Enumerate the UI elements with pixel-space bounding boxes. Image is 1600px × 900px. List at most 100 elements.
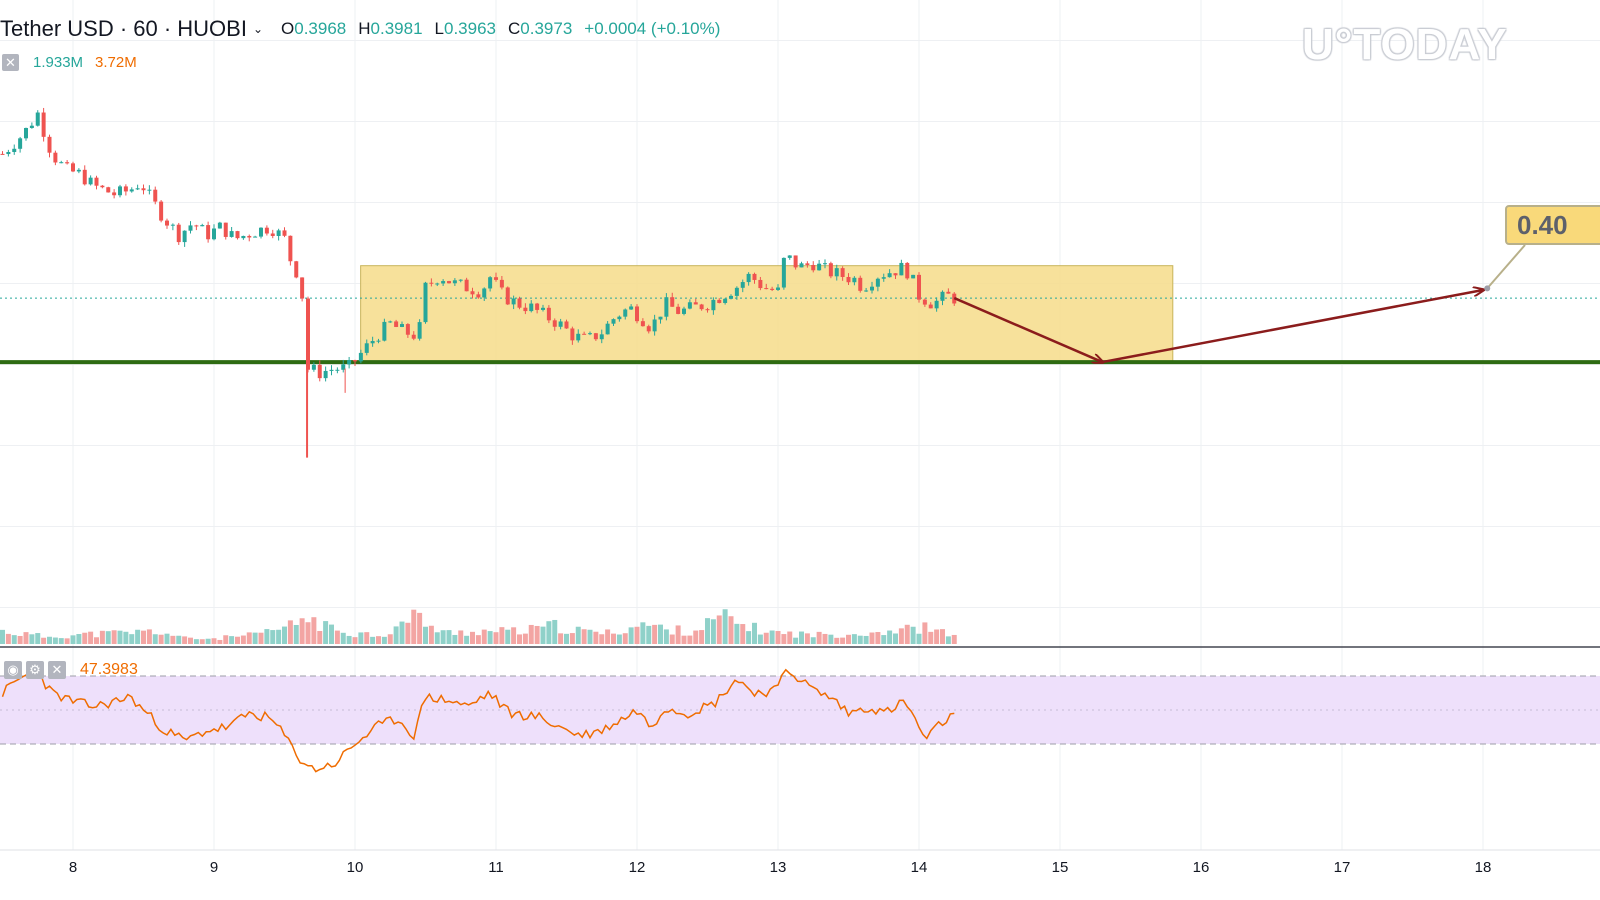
- candle-body: [247, 235, 252, 238]
- volume-bar: [99, 630, 105, 644]
- candle-body: [635, 306, 639, 322]
- candle-body: [170, 224, 175, 226]
- volume-bar: [188, 637, 193, 644]
- candle-body: [852, 277, 857, 283]
- volume-bar: [564, 633, 569, 644]
- utoday-watermark-logo: U°TODAY: [1302, 20, 1508, 69]
- volume-bar: [270, 630, 276, 644]
- candle-body: [593, 333, 598, 340]
- symbol-title[interactable]: Tether USD · 60 · HUOBI: [0, 16, 247, 41]
- candle-body: [206, 225, 211, 240]
- candle-body: [776, 287, 780, 290]
- volume-bar: [23, 632, 29, 644]
- candle-body: [358, 352, 363, 362]
- volume-bar: [628, 627, 634, 644]
- candle-body: [200, 225, 205, 227]
- volume-bar: [235, 636, 240, 644]
- volume-bar: [287, 620, 293, 644]
- candle-body: [59, 162, 64, 164]
- candle-body: [546, 307, 551, 321]
- volume-bars: [0, 609, 957, 644]
- candle-body: [300, 277, 305, 299]
- candle-body: [159, 201, 164, 221]
- candle-body: [294, 261, 299, 278]
- volume-bar: [951, 634, 957, 644]
- volume-bar: [675, 625, 681, 644]
- volume-bar: [299, 618, 305, 644]
- volume-bar: [834, 637, 840, 644]
- candle-body: [447, 281, 451, 284]
- eye-icon[interactable]: ◉: [4, 661, 22, 679]
- candle-body: [758, 279, 763, 289]
- volume-bar: [264, 629, 270, 644]
- volume-bar: [699, 630, 705, 644]
- gear-icon[interactable]: ⚙: [26, 661, 44, 679]
- candle-body: [411, 334, 416, 339]
- volume-bar: [887, 630, 893, 644]
- candle-body: [241, 235, 246, 239]
- candle-body: [441, 281, 446, 284]
- candle-body: [47, 136, 52, 153]
- candle-body: [147, 189, 152, 191]
- candlestick-series: [0, 107, 957, 458]
- candle-body: [135, 188, 140, 190]
- candle-body: [711, 299, 716, 311]
- x-tick-label-12: 12: [629, 859, 646, 876]
- candle-body: [364, 343, 369, 353]
- candle-body: [928, 304, 933, 309]
- volume-bar: [376, 636, 381, 644]
- volume-bar: [211, 638, 217, 644]
- volume-bar: [317, 630, 323, 644]
- volume-bar: [17, 635, 23, 644]
- volume-bar: [464, 635, 470, 644]
- volume-bar: [922, 622, 928, 644]
- candle-body: [153, 189, 158, 202]
- volume-bar: [493, 632, 499, 644]
- x-tick-label-15: 15: [1052, 859, 1069, 876]
- candle-body: [429, 282, 434, 284]
- candle-body: [846, 276, 851, 283]
- candle-body: [270, 233, 275, 236]
- volume-bar: [558, 633, 564, 644]
- volume-bar: [405, 622, 411, 644]
- candle-body: [329, 369, 334, 371]
- candle-body: [858, 277, 863, 291]
- volume-bar: [681, 635, 687, 644]
- volume-bar: [916, 633, 922, 644]
- volume-bar: [452, 634, 458, 644]
- volume-bar: [305, 622, 311, 644]
- close-icon[interactable]: ✕: [2, 54, 19, 71]
- candle-body: [376, 340, 381, 342]
- candle-body: [18, 138, 23, 149]
- candle-body: [182, 230, 187, 243]
- candle-body: [529, 303, 534, 312]
- candle-body: [787, 255, 792, 258]
- volume-bar: [757, 634, 763, 644]
- volume-bar: [752, 622, 757, 644]
- volume-bar: [141, 630, 146, 644]
- volume-bar: [229, 636, 235, 644]
- candle-body: [693, 302, 698, 305]
- candle-body: [0, 153, 5, 155]
- volume-bar: [746, 631, 752, 644]
- volume-bar: [658, 624, 663, 644]
- close-icon[interactable]: ✕: [48, 661, 66, 679]
- volume-bar: [875, 632, 881, 644]
- volume-bar: [599, 634, 605, 644]
- candle-body: [212, 228, 216, 240]
- chart-header: Tether USD · 60 · HUOBI ⌄ O0.3968 H0.398…: [0, 14, 720, 44]
- candle-body: [76, 169, 81, 172]
- candle-body: [582, 333, 587, 335]
- candle-body: [188, 225, 193, 231]
- x-tick-label-16: 16: [1193, 859, 1210, 876]
- candle-body: [864, 290, 869, 292]
- volume-bar: [611, 633, 616, 644]
- candle-body: [488, 277, 493, 289]
- candle-body: [470, 291, 475, 295]
- candle-body: [729, 295, 733, 299]
- volume-bar: [52, 637, 58, 644]
- projection-arrows: [953, 244, 1526, 362]
- chevron-down-icon[interactable]: ⌄: [252, 22, 264, 36]
- volume-bar: [82, 632, 88, 644]
- volume-bar: [346, 635, 352, 644]
